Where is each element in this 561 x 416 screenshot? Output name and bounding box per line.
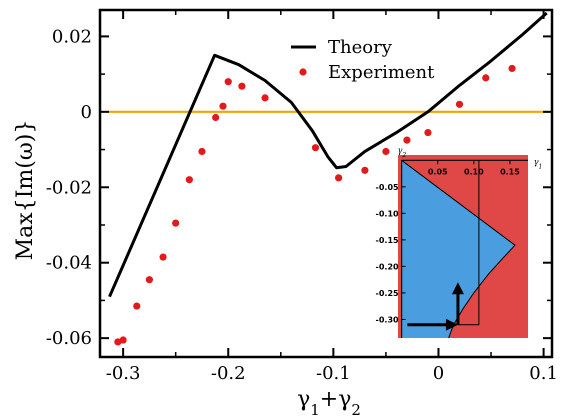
plot-frame	[98, 8, 554, 359]
theory-line	[108, 11, 548, 298]
experiment-point	[238, 82, 246, 90]
legend-experiment-swatch	[299, 68, 307, 76]
experiment-point	[145, 276, 154, 284]
inset-x-tick-label: 0.15	[500, 167, 520, 176]
inset-y-tick-label: -0.25	[376, 289, 399, 298]
experiment-point	[382, 147, 390, 156]
inset-x-tick-label: 0.10	[464, 167, 484, 176]
inset-stable-region	[401, 160, 515, 338]
experiment-point	[403, 136, 411, 144]
y-axis-title: Max{Im(ω)}	[13, 120, 38, 261]
legend-experiment-label: Experiment	[328, 62, 435, 83]
legend: Theory Experiment	[282, 29, 444, 89]
x-axis-title: γ1+γ2	[297, 387, 361, 416]
x-tick-label: 0.1	[529, 363, 558, 384]
experiment-point	[261, 94, 269, 102]
experiment-point	[335, 174, 343, 182]
experiment-point	[212, 113, 220, 122]
experiment-point	[311, 144, 320, 152]
inset-y-tick-label: -0.15	[376, 236, 399, 245]
experiment-point	[219, 102, 227, 110]
y-tick-label: -0.04	[46, 253, 92, 274]
experiment-point	[508, 64, 516, 73]
experiment-point	[482, 74, 490, 82]
inset-arrowhead-horizontal	[445, 318, 458, 331]
experiment-point	[172, 219, 180, 227]
y-tick-label: -0.06	[46, 328, 92, 349]
inset-x-axis-title: γ1	[534, 157, 543, 170]
legend-box	[282, 29, 444, 89]
inset-y-tick-label: -0.05	[376, 183, 399, 192]
x-tick-label: -0.2	[211, 363, 246, 384]
experiment-point	[424, 128, 432, 137]
experiment-point	[185, 176, 193, 184]
experiment-point	[224, 78, 232, 86]
y-tick-label: 0.02	[52, 26, 92, 47]
experiment-point	[133, 302, 141, 310]
inset-x-tick-label: 0.05	[428, 167, 448, 176]
inset-y-tick-label: -0.10	[376, 209, 399, 218]
legend-theory-label: Theory	[328, 37, 393, 58]
inset-y-tick-label: -0.20	[376, 262, 399, 271]
x-tick-label: -0.3	[106, 363, 141, 384]
y-tick-label: -0.02	[46, 177, 92, 198]
x-tick-label: -0.1	[316, 363, 351, 384]
inset-y-tick-label: -0.30	[376, 315, 399, 324]
experiment-point	[361, 166, 369, 174]
inset-boundary-line	[401, 159, 516, 339]
inset-plot: 0.05 0.10 0.15 -0.05 -0.10 -0.15 -0.20 -0.25 -0.…	[376, 146, 543, 339]
inset-arrowhead-vertical	[451, 282, 464, 295]
experiment-point	[198, 147, 206, 156]
inset-y-axis-title: γ2	[398, 146, 407, 159]
y-tick-label: 0	[81, 102, 92, 123]
experiment-point	[159, 253, 167, 261]
x-tick-label: 0	[433, 363, 444, 384]
experiment-point	[119, 336, 127, 344]
experiment-point	[455, 100, 464, 108]
